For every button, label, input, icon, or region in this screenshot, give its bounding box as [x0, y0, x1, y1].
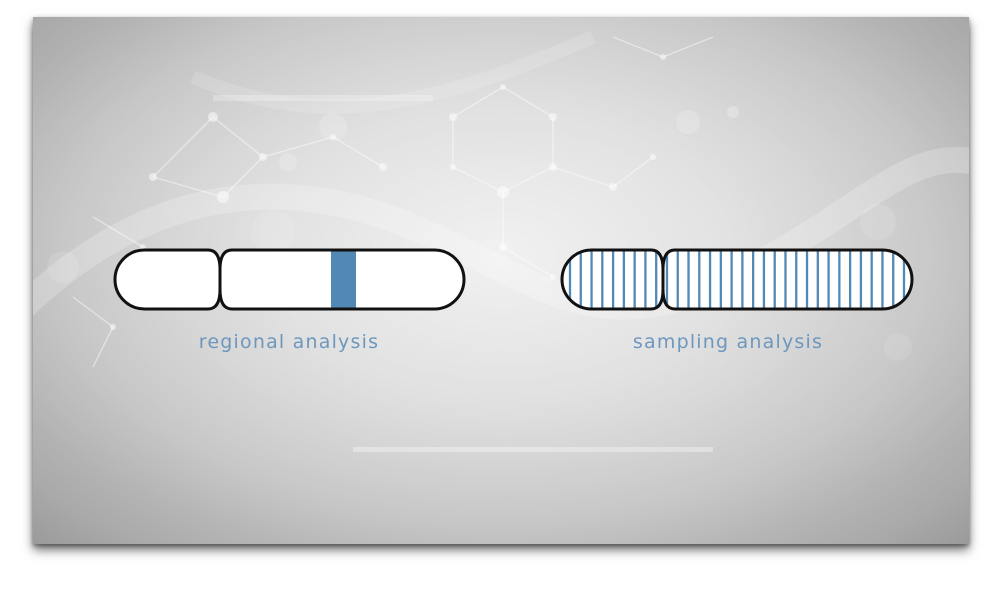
- chromosome-short-arm-outline: [560, 248, 665, 311]
- light-streak: [353, 447, 713, 452]
- chromosome-regional-analysis: [113, 248, 466, 311]
- chromosome-sampling-analysis: [560, 248, 914, 311]
- bokeh-lights: [47, 106, 912, 361]
- chromosome-long-arm-outline: [661, 248, 914, 311]
- light-streak: [213, 95, 433, 101]
- analysis-region-band: [331, 250, 356, 309]
- molecule-nodes: [110, 54, 666, 330]
- dna-ribbon-shape: [190, 30, 596, 114]
- dna-ribbon-shape: [33, 146, 969, 320]
- chromosome-long-arm-outline: [218, 248, 466, 311]
- caption-regional-analysis: regional analysis: [198, 331, 380, 353]
- caption-sampling-analysis: sampling analysis: [632, 331, 824, 353]
- chromosome-short-arm: [114, 250, 220, 309]
- chromosome-short-arm-outline: [113, 248, 222, 311]
